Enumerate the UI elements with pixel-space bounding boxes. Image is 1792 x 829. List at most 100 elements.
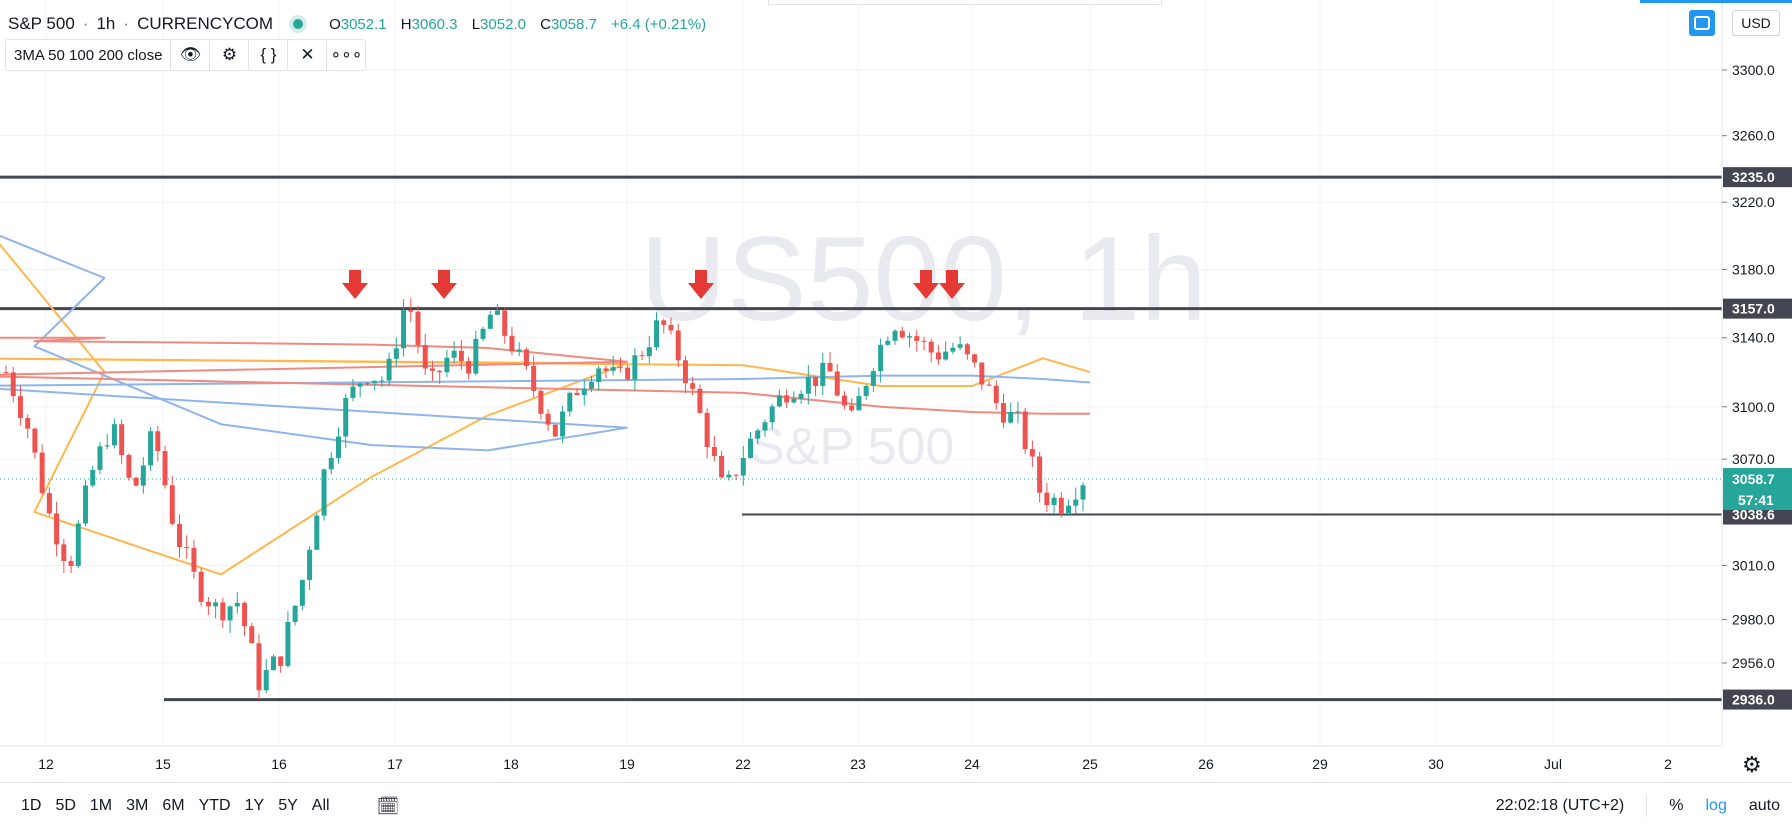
candle-body[interactable] bbox=[307, 549, 313, 581]
level-price-badge[interactable] bbox=[1723, 298, 1792, 319]
candle[interactable] bbox=[83, 479, 89, 527]
candle-body[interactable] bbox=[755, 430, 761, 439]
candle-body[interactable] bbox=[740, 457, 746, 476]
candle[interactable] bbox=[350, 378, 356, 402]
candle-body[interactable] bbox=[75, 523, 81, 567]
candle[interactable] bbox=[220, 597, 226, 628]
candle-body[interactable] bbox=[321, 469, 327, 516]
candle-body[interactable] bbox=[437, 370, 443, 373]
candle[interactable] bbox=[661, 318, 667, 334]
candle-body[interactable] bbox=[17, 396, 23, 418]
candle[interactable] bbox=[198, 567, 204, 607]
candle-body[interactable] bbox=[415, 311, 421, 345]
log-toggle[interactable]: log bbox=[1705, 797, 1727, 814]
range-button-6m[interactable]: 6M bbox=[162, 797, 185, 814]
candle-body[interactable] bbox=[625, 367, 631, 380]
candle-body[interactable] bbox=[776, 395, 782, 407]
candle[interactable] bbox=[75, 520, 81, 569]
level-price-badge[interactable] bbox=[1723, 689, 1792, 710]
candle[interactable] bbox=[769, 403, 775, 430]
candle[interactable] bbox=[899, 326, 905, 339]
candle-body[interactable] bbox=[531, 366, 537, 391]
candle-body[interactable] bbox=[972, 354, 978, 363]
countdown-badge[interactable] bbox=[1723, 490, 1792, 511]
candle[interactable] bbox=[516, 342, 522, 357]
candle[interactable] bbox=[386, 352, 392, 386]
candle-body[interactable] bbox=[473, 338, 479, 374]
candle-body[interactable] bbox=[784, 395, 790, 403]
candle-body[interactable] bbox=[83, 485, 89, 524]
candle-body[interactable] bbox=[104, 445, 110, 447]
candle-body[interactable] bbox=[155, 431, 161, 452]
candle-body[interactable] bbox=[516, 349, 522, 352]
candle-body[interactable] bbox=[1008, 411, 1014, 423]
candle[interactable] bbox=[176, 514, 182, 558]
range-button-ytd[interactable]: YTD bbox=[198, 797, 231, 814]
candle[interactable] bbox=[111, 418, 117, 449]
candle-body[interactable] bbox=[54, 513, 60, 545]
candle[interactable] bbox=[610, 355, 616, 376]
candle[interactable] bbox=[119, 419, 125, 465]
candle[interactable] bbox=[162, 445, 168, 489]
candle[interactable] bbox=[285, 611, 291, 668]
candle-body[interactable] bbox=[957, 344, 963, 348]
candle[interactable] bbox=[711, 435, 717, 462]
candle-body[interactable] bbox=[270, 656, 276, 671]
candle-body[interactable] bbox=[719, 455, 725, 478]
candle[interactable] bbox=[321, 468, 327, 521]
candle[interactable] bbox=[1037, 451, 1043, 503]
candle-body[interactable] bbox=[249, 626, 255, 644]
candle-body[interactable] bbox=[1022, 411, 1028, 450]
candle[interactable] bbox=[1051, 493, 1057, 513]
resistance-arrow[interactable] bbox=[913, 270, 939, 299]
candle[interactable] bbox=[335, 427, 341, 464]
candle-body[interactable] bbox=[827, 362, 833, 372]
candle[interactable] bbox=[1080, 482, 1086, 512]
candle-body[interactable] bbox=[1080, 485, 1086, 500]
candle[interactable] bbox=[907, 332, 913, 348]
percent-toggle[interactable]: % bbox=[1669, 797, 1684, 814]
candle-body[interactable] bbox=[350, 386, 356, 398]
candle-body[interactable] bbox=[690, 383, 696, 389]
candle-body[interactable] bbox=[632, 355, 638, 380]
candle[interactable] bbox=[184, 535, 190, 559]
candle-body[interactable] bbox=[480, 328, 486, 339]
currency-label[interactable]: USD bbox=[1732, 10, 1780, 36]
candle-body[interactable] bbox=[805, 376, 811, 394]
candle-body[interactable] bbox=[928, 341, 934, 353]
candle[interactable] bbox=[567, 391, 573, 417]
candle[interactable] bbox=[234, 591, 240, 614]
candle-body[interactable] bbox=[682, 360, 688, 384]
candle-body[interactable] bbox=[205, 601, 211, 607]
candle[interactable] bbox=[343, 393, 349, 448]
candle[interactable] bbox=[740, 445, 746, 486]
candle-body[interactable] bbox=[791, 398, 797, 403]
candle-body[interactable] bbox=[545, 413, 551, 425]
candle[interactable] bbox=[748, 432, 754, 459]
candle[interactable] bbox=[964, 342, 970, 360]
candle-body[interactable] bbox=[813, 376, 819, 386]
candle-body[interactable] bbox=[986, 384, 992, 386]
candle[interactable] bbox=[54, 501, 60, 557]
candle-body[interactable] bbox=[458, 350, 464, 362]
candle[interactable] bbox=[46, 487, 52, 516]
candle-body[interactable] bbox=[372, 380, 378, 384]
candle[interactable] bbox=[1029, 440, 1035, 468]
candle[interactable] bbox=[408, 298, 414, 323]
candle-body[interactable] bbox=[278, 656, 284, 666]
candle[interactable] bbox=[422, 333, 428, 376]
candle[interactable] bbox=[935, 345, 941, 365]
resistance-arrow[interactable] bbox=[342, 270, 368, 299]
candle[interactable] bbox=[813, 376, 819, 397]
candle-body[interactable] bbox=[408, 309, 414, 312]
resistance-arrow[interactable] bbox=[688, 270, 714, 299]
candle[interactable] bbox=[1058, 492, 1064, 518]
candle-body[interactable] bbox=[184, 547, 190, 549]
candle[interactable] bbox=[588, 375, 594, 392]
candle-body[interactable] bbox=[552, 424, 558, 437]
candle[interactable] bbox=[986, 380, 992, 387]
candle[interactable] bbox=[755, 428, 761, 445]
candle[interactable] bbox=[213, 599, 219, 619]
candle-body[interactable] bbox=[25, 417, 31, 429]
eye-icon[interactable]: 👁 bbox=[171, 40, 211, 70]
